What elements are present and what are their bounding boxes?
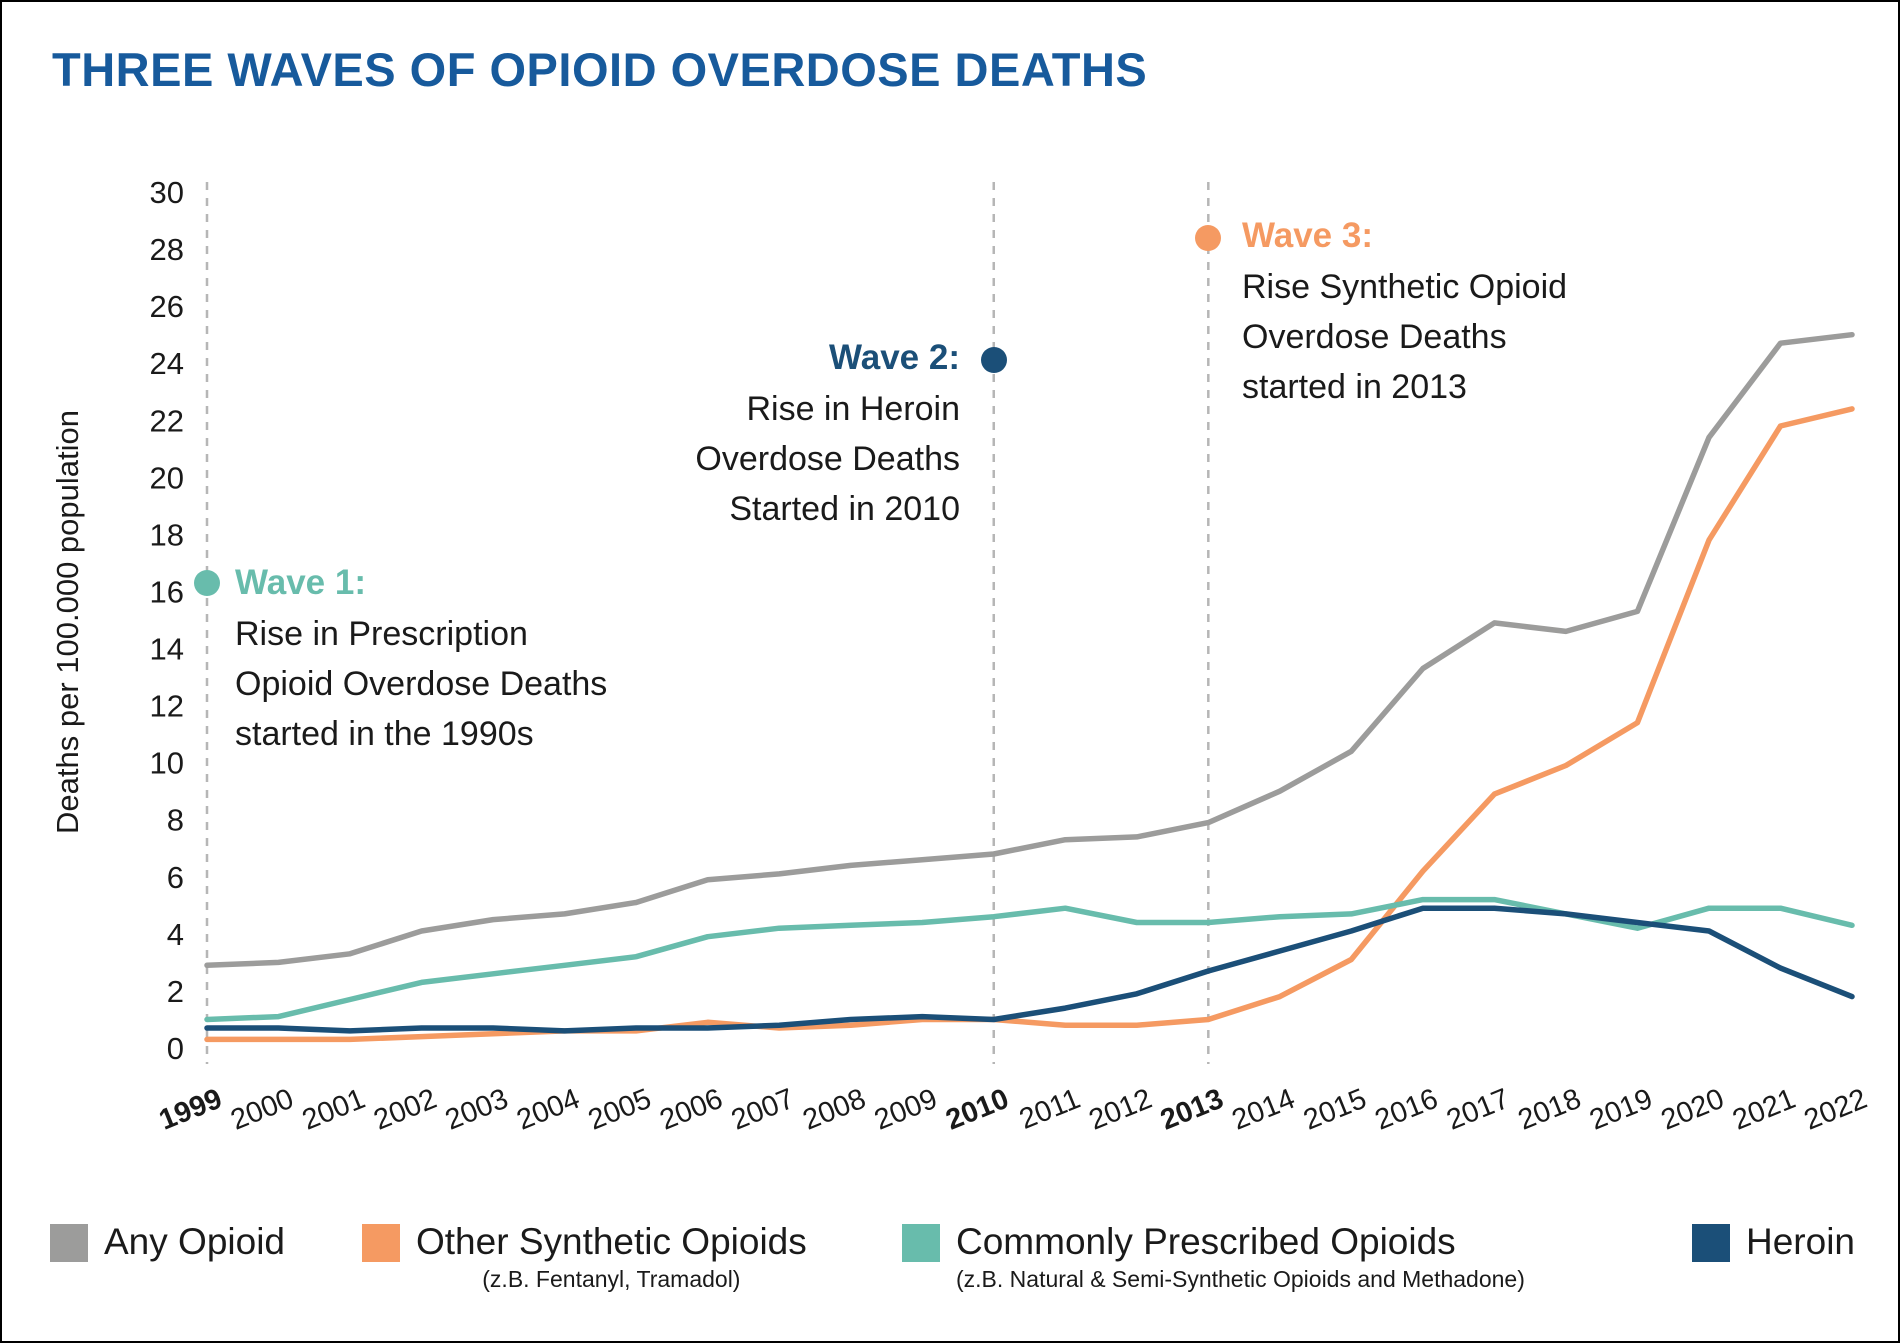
y-tick-label: 18	[150, 517, 184, 552]
x-tick-label: 2005	[584, 1083, 656, 1137]
x-tick-label: 2010	[942, 1083, 1014, 1137]
wave2-title: Wave 2:	[829, 338, 960, 377]
legend-swatch-heroin	[1692, 1224, 1730, 1262]
y-tick-label: 20	[150, 460, 184, 495]
legend-swatch-commonly-prescribed-opioids	[902, 1224, 940, 1262]
x-tick-label: 2000	[226, 1083, 298, 1137]
y-tick-label: 10	[150, 746, 184, 781]
y-tick-label: 6	[167, 860, 184, 895]
x-tick-label: 2014	[1228, 1083, 1300, 1137]
legend-swatch-other-synthetic-opioids	[362, 1224, 400, 1262]
x-tick-label: 2017	[1442, 1083, 1514, 1137]
x-tick-label: 2012	[1085, 1083, 1157, 1137]
legend-label-any-opioid: Any Opioid	[104, 1221, 285, 1262]
x-tick-label: 2002	[369, 1083, 441, 1137]
x-tick-label: 2013	[1156, 1083, 1228, 1137]
y-tick-label: 28	[150, 232, 184, 267]
series-line-heroin	[204, 905, 1855, 1034]
x-tick-label: 2007	[727, 1083, 799, 1137]
x-tick-label: 2001	[298, 1083, 370, 1137]
y-tick-label: 2	[167, 974, 184, 1009]
legend-label-other-synthetic-opioids: Other Synthetic Opioids	[416, 1221, 807, 1262]
wave2-marker-dot	[980, 347, 1007, 374]
series-line-other-synthetic-opioids	[204, 406, 1855, 1043]
x-tick-label: 2004	[512, 1083, 584, 1137]
y-tick-label: 0	[167, 1031, 184, 1066]
legend-swatch-any-opioid	[50, 1224, 88, 1262]
x-tick-label: 1999	[155, 1083, 227, 1137]
x-tick-label: 2022	[1800, 1083, 1872, 1137]
legend-sublabel-other-synthetic-opioids: (z.B. Fentanyl, Tramadol)	[482, 1266, 741, 1292]
wave1-marker-dot	[194, 569, 220, 596]
y-tick-label: 14	[150, 632, 184, 667]
legend-item-any-opioid: Any Opioid	[50, 1218, 285, 1266]
wave2-body: Rise in Heroin Overdose Deaths Started i…	[695, 390, 960, 528]
x-tick-label: 2019	[1585, 1083, 1657, 1137]
y-tick-label: 16	[150, 574, 184, 609]
x-tick-label: 2021	[1728, 1083, 1800, 1137]
y-tick-label: 22	[150, 403, 184, 438]
wave3-body: Rise Synthetic Opioid Overdose Deaths st…	[1242, 268, 1568, 406]
legend-item-other-synthetic-opioids: Other Synthetic Opioids (z.B. Fentanyl, …	[362, 1218, 807, 1293]
x-tick-label: 2020	[1657, 1083, 1729, 1137]
annotation-wave2: Wave 2: Rise in Heroin Overdose Deaths S…	[695, 336, 960, 534]
x-tick-label: 2018	[1514, 1083, 1586, 1137]
x-tick-label: 2009	[870, 1083, 942, 1137]
y-axis-label: Deaths per 100.000 population	[50, 410, 85, 834]
y-tick-label: 12	[150, 689, 184, 724]
y-tick-label: 4	[167, 917, 184, 952]
wave1-title: Wave 1:	[235, 563, 366, 602]
annotation-wave1: Wave 1: Rise in Prescription Opioid Over…	[235, 561, 607, 759]
legend-label-commonly-prescribed-opioids: Commonly Prescribed Opioids	[956, 1221, 1456, 1262]
legend-label-heroin: Heroin	[1746, 1221, 1855, 1262]
page-title: THREE WAVES OF OPIOID OVERDOSE DEATHS	[52, 43, 1148, 96]
wave3-title: Wave 3:	[1242, 216, 1373, 255]
x-tick-label: 2015	[1299, 1083, 1371, 1137]
legend-item-heroin: Heroin	[1692, 1218, 1855, 1266]
wave3-marker-dot	[1195, 224, 1222, 251]
y-tick-label: 24	[150, 346, 184, 381]
x-tick-label: 2016	[1371, 1083, 1443, 1137]
y-tick-label: 30	[150, 175, 184, 210]
legend-sublabel-commonly-prescribed-opioids: (z.B. Natural & Semi-Synthetic Opioids a…	[956, 1266, 1525, 1292]
y-tick-label: 8	[167, 803, 184, 838]
x-tick-label: 2011	[1015, 1083, 1085, 1136]
x-tick-label: 2006	[655, 1083, 727, 1137]
x-tick-label: 2003	[441, 1083, 513, 1137]
series-line-any-opioid	[204, 331, 1855, 969]
wave1-body: Rise in Prescription Opioid Overdose Dea…	[235, 615, 608, 753]
annotation-wave3: Wave 3: Rise Synthetic Opioid Overdose D…	[1242, 214, 1567, 412]
x-tick-label: 2008	[799, 1083, 871, 1137]
legend-item-commonly-prescribed-opioids: Commonly Prescribed Opioids (z.B. Natura…	[902, 1218, 1525, 1293]
y-tick-label: 26	[150, 289, 184, 324]
